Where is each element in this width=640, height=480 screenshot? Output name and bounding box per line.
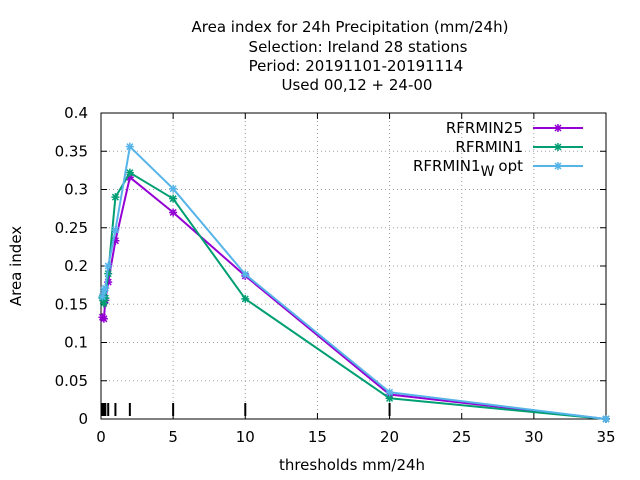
title-line-2: Selection: Ireland 28 stations bbox=[249, 38, 468, 56]
axis-ticks bbox=[100, 112, 607, 420]
y-axis-label: Area index bbox=[7, 226, 25, 306]
legend-label-rfrmin1: RFRMIN1 bbox=[455, 138, 523, 156]
data-point bbox=[111, 193, 120, 202]
x-axis-label: thresholds mm/24h bbox=[279, 456, 425, 474]
data-point bbox=[104, 262, 113, 270]
data-point bbox=[241, 270, 250, 279]
series-line bbox=[101, 171, 607, 420]
x-tick-label: 0 bbox=[96, 428, 106, 446]
title-line-3: Period: 20191101-20191114 bbox=[249, 57, 464, 75]
data-series bbox=[98, 142, 610, 423]
x-tick-label: 20 bbox=[380, 428, 399, 446]
y-tick-label: 0.2 bbox=[64, 257, 88, 275]
y-tick-label: 0 bbox=[78, 410, 88, 428]
y-tick-label: 0.25 bbox=[55, 219, 88, 237]
x-tick-labels: 0 5 10 15 20 25 30 35 bbox=[96, 428, 615, 446]
data-point bbox=[125, 142, 134, 151]
legend-label-rfrmin25: RFRMIN25 bbox=[446, 119, 523, 137]
grid-lines bbox=[101, 113, 606, 419]
legend-marker-rfrmin1w-opt bbox=[554, 162, 562, 170]
y-tick-label: 0.3 bbox=[64, 181, 88, 199]
data-point bbox=[101, 284, 110, 293]
data-point bbox=[125, 173, 134, 182]
series-2 bbox=[98, 142, 610, 423]
y-tick-labels: 0 0.05 0.1 0.15 0.2 0.25 0.3 0.35 0.4 bbox=[55, 104, 88, 428]
series-line bbox=[101, 145, 607, 420]
data-point bbox=[602, 415, 610, 423]
data-point bbox=[169, 194, 178, 203]
y-tick-label: 0.05 bbox=[55, 372, 88, 390]
x-tick-label: 5 bbox=[168, 428, 178, 446]
y-tick-label: 0.35 bbox=[55, 142, 88, 160]
legend-label-suffix: opt bbox=[498, 157, 523, 175]
data-point bbox=[385, 388, 394, 397]
title-line-1: Area index for 24h Precipitation (mm/24h… bbox=[192, 18, 509, 36]
data-point bbox=[385, 394, 394, 403]
legend-marker-rfrmin25 bbox=[554, 124, 562, 132]
threshold-marks bbox=[101, 403, 391, 416]
data-point bbox=[169, 208, 178, 217]
data-point bbox=[125, 168, 134, 177]
y-tick-label: 0.1 bbox=[64, 334, 88, 352]
legend-label-rfrmin1w-opt: RFRMIN1W opt bbox=[413, 157, 523, 180]
data-point bbox=[241, 294, 250, 303]
series-line bbox=[101, 176, 607, 420]
data-point bbox=[104, 278, 113, 287]
x-tick-label: 25 bbox=[452, 428, 471, 446]
x-tick-label: 10 bbox=[236, 428, 255, 446]
data-point bbox=[111, 226, 120, 235]
data-point bbox=[101, 294, 110, 303]
chart-title: Area index for 24h Precipitation (mm/24h… bbox=[192, 18, 509, 94]
legend-label-subscript: W bbox=[481, 164, 495, 180]
x-tick-label: 15 bbox=[308, 428, 327, 446]
data-point bbox=[104, 269, 113, 278]
series-0 bbox=[98, 173, 610, 423]
x-tick-label: 30 bbox=[524, 428, 543, 446]
series-1 bbox=[98, 168, 610, 423]
y-tick-label: 0.4 bbox=[64, 104, 88, 122]
legend-marker-rfrmin1 bbox=[554, 143, 562, 151]
data-point bbox=[169, 184, 178, 193]
legend: RFRMIN25 RFRMIN1 RFRMIN1W opt bbox=[413, 119, 583, 180]
data-point bbox=[99, 314, 108, 323]
y-tick-label: 0.15 bbox=[55, 295, 88, 313]
data-point bbox=[98, 292, 107, 301]
title-line-4: Used 00,12 + 24-00 bbox=[282, 76, 433, 94]
data-point bbox=[111, 236, 120, 245]
x-tick-label: 35 bbox=[596, 428, 615, 446]
data-point bbox=[99, 299, 108, 308]
legend-label-main: RFRMIN1 bbox=[413, 157, 481, 175]
